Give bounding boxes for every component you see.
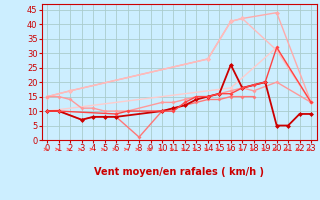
X-axis label: Vent moyen/en rafales ( km/h ): Vent moyen/en rafales ( km/h ) <box>94 167 264 177</box>
